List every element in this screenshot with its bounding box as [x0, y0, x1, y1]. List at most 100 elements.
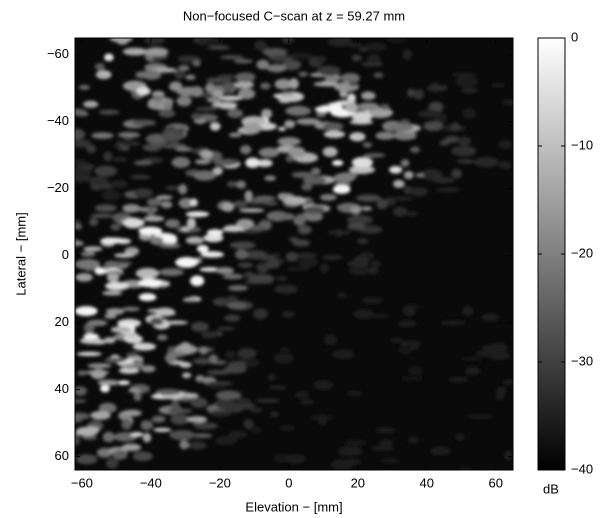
speckle-blob: [133, 391, 142, 401]
speckle-blob: [336, 292, 348, 299]
speckle-blob: [131, 119, 157, 127]
speckle-blob: [256, 263, 269, 274]
speckle-blob: [134, 188, 153, 198]
speckle-blob: [133, 160, 153, 166]
speckle-blob: [223, 225, 242, 231]
speckle-blob: [451, 72, 477, 78]
speckle-blob: [150, 236, 164, 246]
speckle-blob: [212, 167, 223, 175]
speckle-blob: [282, 59, 302, 71]
speckle-blob: [90, 368, 107, 380]
speckle-blob: [219, 104, 237, 110]
colorbar-tick-label: −10: [571, 137, 593, 152]
speckle-blob: [82, 435, 98, 440]
speckle-blob: [132, 342, 157, 351]
speckle-blob: [223, 85, 234, 94]
speckle-blob: [122, 409, 142, 417]
speckle-blob: [240, 145, 252, 155]
speckle-blob: [284, 120, 296, 129]
speckle-blob: [75, 306, 98, 316]
speckle-blob: [426, 84, 448, 92]
speckle-blob: [102, 431, 115, 443]
speckle-blob: [407, 88, 416, 98]
speckle-blob: [154, 307, 175, 317]
speckle-blob: [122, 138, 134, 147]
speckle-blob: [373, 72, 384, 79]
speckle-blob: [244, 190, 253, 202]
speckle-blob: [138, 226, 163, 236]
speckle-blob: [465, 366, 481, 376]
speckle-blob: [185, 236, 205, 245]
speckle-blob: [194, 159, 211, 165]
speckle-blob: [85, 144, 97, 154]
speckle-blob: [361, 91, 376, 101]
speckle-blob: [331, 349, 355, 359]
speckle-blob: [121, 418, 132, 430]
speckle-blob: [292, 239, 311, 247]
speckle-blob: [193, 422, 219, 430]
speckle-blob: [236, 180, 247, 189]
speckle-blob: [402, 49, 413, 60]
speckle-blob: [155, 388, 181, 396]
speckle-blob: [501, 99, 513, 106]
speckle-blob: [220, 55, 245, 60]
speckle-blob: [371, 259, 381, 269]
speckle-blob: [415, 173, 424, 178]
speckle-blob: [393, 130, 417, 141]
speckle-blob: [390, 337, 404, 343]
speckle-blob: [192, 60, 201, 67]
speckle-blob: [268, 385, 287, 390]
speckle-blob: [140, 420, 154, 431]
speckle-blob: [409, 365, 423, 376]
speckle-blob: [75, 273, 93, 282]
speckle-blob: [400, 159, 410, 168]
speckle-blob: [349, 265, 371, 276]
speckle-blob: [144, 47, 169, 57]
speckle-blob: [288, 146, 306, 158]
speckle-blob: [228, 430, 248, 439]
speckle-blob: [360, 206, 373, 211]
speckle-blob: [333, 172, 356, 183]
speckle-blob: [281, 38, 294, 44]
speckle-blob: [350, 206, 362, 215]
speckle-blob: [355, 194, 381, 202]
speckle-blob: [185, 211, 210, 218]
speckle-blob: [403, 170, 414, 180]
speckle-blob: [458, 466, 472, 470]
speckle-blob: [216, 401, 241, 411]
speckle-blob: [179, 440, 190, 450]
speckle-blob: [89, 217, 99, 227]
speckle-blob: [249, 407, 263, 413]
colorbar-tick-label: −40: [571, 461, 593, 476]
speckle-blob: [462, 107, 477, 119]
speckle-blob: [151, 415, 166, 423]
speckle-blob: [199, 346, 209, 355]
speckle-blob: [428, 101, 444, 113]
speckle-blob: [393, 179, 405, 188]
speckle-blob: [76, 351, 102, 356]
speckle-blob: [435, 187, 461, 193]
speckle-blob: [367, 107, 394, 119]
speckle-blob: [318, 414, 328, 426]
speckle-blob: [255, 398, 281, 403]
speckle-blob: [102, 290, 123, 296]
speckle-blob: [277, 137, 301, 146]
speckle-blob: [254, 195, 276, 201]
speckle-blob: [110, 326, 132, 334]
speckle-blob: [367, 53, 381, 64]
speckle-blob: [353, 309, 374, 319]
speckle-blob: [361, 297, 383, 304]
speckle-blob: [332, 159, 344, 166]
speckle-texture: [75, 38, 513, 470]
speckle-blob: [212, 89, 224, 98]
speckle-blob: [280, 213, 295, 221]
speckle-blob: [121, 306, 140, 312]
speckle-blob: [142, 70, 162, 80]
speckle-blob: [351, 157, 373, 168]
speckle-blob: [267, 258, 281, 269]
speckle-blob: [179, 362, 192, 368]
speckle-blob: [78, 85, 90, 90]
y-tick-label: 60: [55, 448, 69, 463]
speckle-blob: [347, 214, 373, 225]
speckle-blob: [303, 211, 324, 222]
